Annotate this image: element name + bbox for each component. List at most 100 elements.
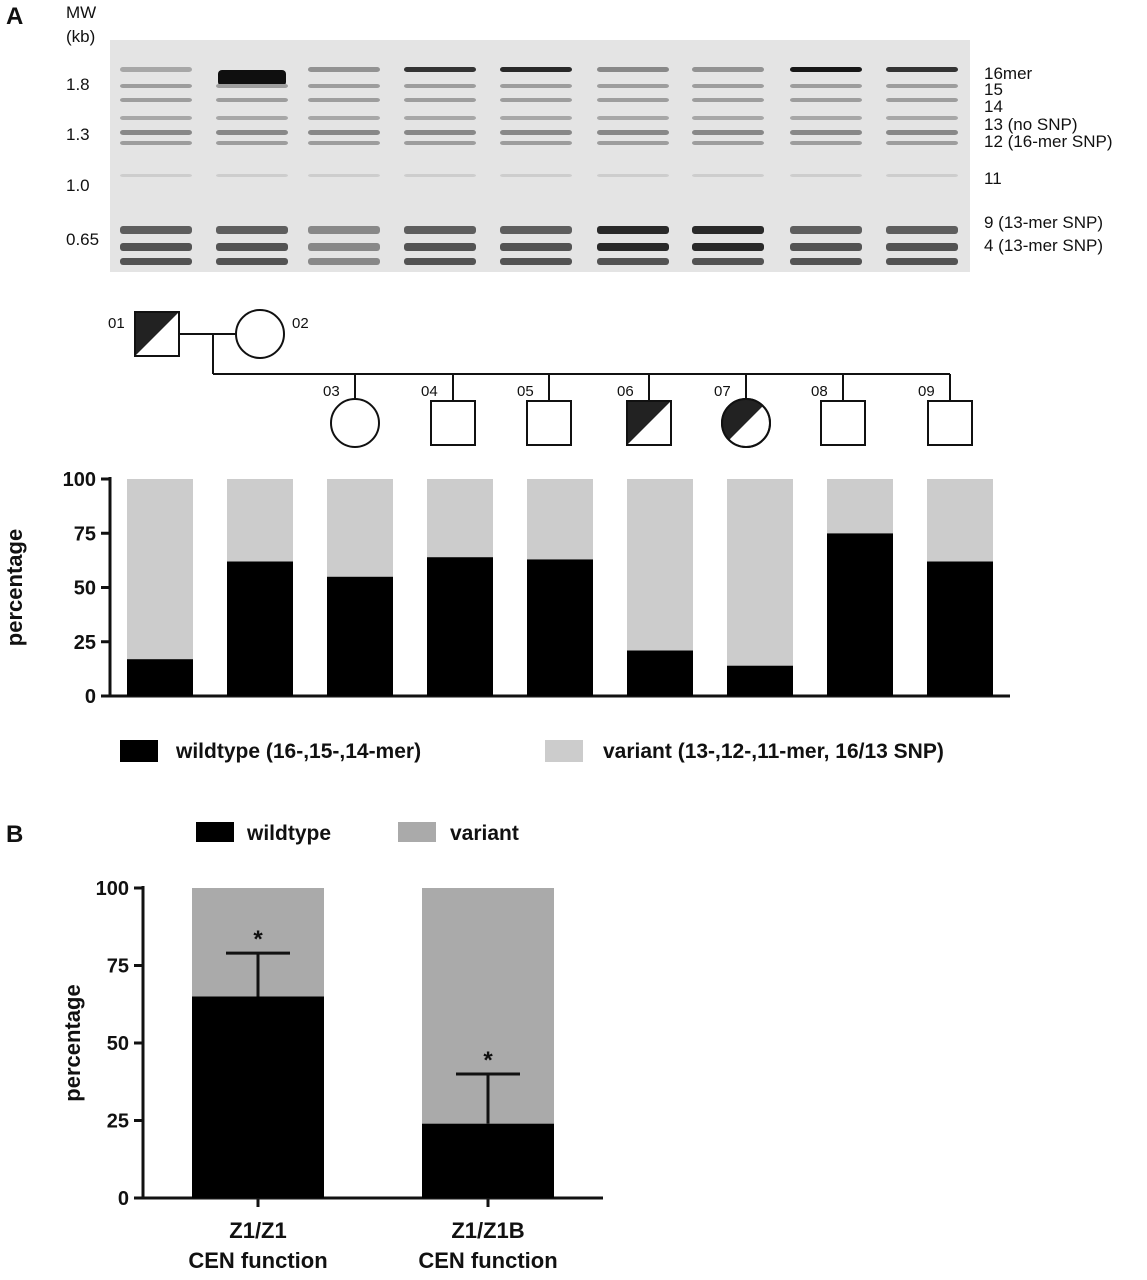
gel-band: [500, 243, 572, 251]
gel-band: [120, 174, 192, 177]
gel-band: [500, 84, 572, 88]
gel-band: [597, 258, 669, 265]
gel-band: [886, 243, 958, 251]
gel-band: [692, 98, 764, 102]
gel-band: [404, 226, 476, 234]
bar-segment: [227, 479, 293, 562]
pedigree-id: 04: [421, 383, 438, 400]
bar-segment: [127, 659, 193, 696]
gel-band: [308, 258, 380, 265]
y-tick-label: 25: [74, 632, 96, 654]
gel-band: [692, 243, 764, 251]
legend-b: wildtype variant: [196, 822, 519, 845]
gel-band: [120, 258, 192, 265]
gel-band: [790, 67, 862, 72]
gel-band: [216, 98, 288, 102]
gel-band: [597, 130, 669, 135]
y-tick-label: 75: [74, 523, 96, 545]
pedigree-square-outline: [626, 400, 672, 446]
pedigree-id: 07: [714, 383, 731, 400]
gel-band: [692, 67, 764, 72]
gel-band: [216, 258, 288, 265]
bar-segment: [527, 559, 593, 696]
y-tick-label: 50: [107, 1033, 129, 1055]
gel-band: [886, 258, 958, 265]
bar-segment: [427, 479, 493, 558]
legend-label: wildtype (16-,15-,14-mer): [175, 740, 421, 763]
gel-band: [597, 67, 669, 72]
gel-band: [597, 84, 669, 88]
gel-band: [886, 174, 958, 177]
gel-band: [216, 84, 288, 88]
bar-segment: [327, 576, 393, 696]
band-label: 13 (no SNP): [984, 115, 1078, 134]
band-label: 4 (13-mer SNP): [984, 236, 1103, 255]
chart-a: 0 25 50 75 100 percentage: [2, 469, 1010, 708]
gel-band: [790, 98, 862, 102]
gel-band: [404, 67, 476, 72]
mw-marker-label: 1.3: [66, 125, 90, 144]
gel-band: [597, 98, 669, 102]
bar-segment: [127, 479, 193, 660]
gel-band: [692, 174, 764, 177]
gel-band: [692, 130, 764, 135]
gel-band: [216, 116, 288, 120]
legend-label: wildtype: [246, 822, 331, 845]
gel-band: [500, 141, 572, 145]
gel-band: [120, 243, 192, 251]
gel-band: [692, 116, 764, 120]
legend-swatch: [398, 822, 436, 842]
y-tick-label: 100: [96, 878, 129, 900]
chart-b: 0 25 50 75 100 percentage * Z1/Z1 CEN function * Z…: [60, 878, 603, 1273]
bar-segment: [927, 561, 993, 696]
bar-segment: [427, 557, 493, 696]
pedigree-individual: [626, 400, 672, 446]
gel-band: [404, 243, 476, 251]
pedigree-individual: [927, 400, 973, 446]
pedigree-individual: [430, 400, 476, 446]
gel-band: [308, 243, 380, 251]
band-label: 14: [984, 97, 1003, 116]
gel-band: [886, 130, 958, 135]
pedigree-individual: [721, 398, 771, 448]
gel-band: [120, 98, 192, 102]
band-label: 11: [984, 169, 1002, 188]
pedigree-individual: [235, 309, 285, 359]
gel-band: [500, 130, 572, 135]
y-tick-label: 50: [74, 578, 96, 600]
gel-band: [790, 226, 862, 234]
pedigree-individual: [526, 400, 572, 446]
pedigree-individual: [134, 311, 180, 357]
pedigree-affected-fill: [721, 398, 763, 440]
gel-band: [886, 141, 958, 145]
gel-band: [308, 116, 380, 120]
mw-marker-label: 0.65: [66, 230, 99, 249]
pedigree-id: 02: [292, 315, 309, 332]
gel-band: [790, 130, 862, 135]
gel-band: [790, 84, 862, 88]
pedigree-id: 01: [108, 315, 125, 332]
gel-band: [597, 226, 669, 234]
gel-band: [500, 116, 572, 120]
gel-band: [886, 116, 958, 120]
pedigree-circle: [330, 398, 380, 448]
pedigree-square: [526, 400, 572, 446]
gel-band: [120, 116, 192, 120]
gel-band: [404, 84, 476, 88]
gel-band: [404, 98, 476, 102]
x-tick-label: Z1/Z1: [229, 1218, 286, 1243]
gel-band: [216, 243, 288, 251]
gel-band: [500, 174, 572, 177]
bar-segment: [422, 1123, 554, 1198]
gel-band: [500, 226, 572, 234]
gel-band: [886, 84, 958, 88]
pedigree-id: 05: [517, 383, 534, 400]
bar-segment: [827, 533, 893, 696]
pedigree-square-outline: [134, 311, 180, 357]
legend-label: variant (13-,12-,11-mer, 16/13 SNP): [603, 740, 944, 763]
pedigree-id: 08: [811, 383, 828, 400]
bar-segment: [527, 479, 593, 560]
gel-band: [886, 226, 958, 234]
panel-label-a: A: [6, 3, 23, 30]
gel-band: [692, 141, 764, 145]
